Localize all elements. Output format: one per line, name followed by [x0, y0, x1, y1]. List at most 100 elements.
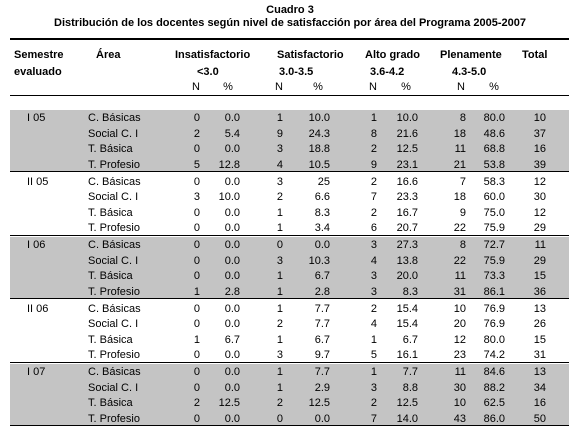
cell: 1 [370, 366, 377, 378]
cell: 1 [193, 333, 200, 346]
subheader: % [401, 81, 411, 93]
header: 3.0-3.5 [279, 66, 314, 78]
cell: 3 [276, 349, 283, 361]
cell: 53.8 [483, 158, 505, 171]
cell: 10 [453, 302, 466, 315]
cell: 0.0 [224, 143, 240, 155]
cell: 2 [370, 143, 377, 155]
cell: T. Profesio [88, 412, 140, 425]
cell: 7 [370, 412, 377, 425]
cell: 62.5 [483, 397, 505, 409]
header: Total [522, 49, 548, 61]
cell: Social C. I [88, 191, 139, 203]
cell: T. Profesio [88, 222, 140, 234]
cell: 3 [370, 285, 377, 298]
cell: 18 [453, 191, 466, 203]
subheader: % [489, 81, 499, 93]
cell: Social C. I [88, 318, 139, 330]
cell: 2.9 [314, 381, 330, 394]
cell: 60.0 [483, 191, 505, 203]
header: Insatisfactorio [175, 49, 251, 61]
cell: 24.3 [308, 127, 330, 140]
table-subtitle: Distribución de los docentes según nivel… [54, 17, 526, 29]
cell: 0.0 [224, 222, 240, 234]
subheader: N [275, 81, 283, 93]
cell: 2.8 [224, 285, 240, 298]
cell: 12.5 [218, 397, 240, 409]
cell: 7.7 [314, 318, 330, 330]
cell: 0 [193, 366, 200, 378]
subheader: N [457, 81, 465, 93]
semester: II 05 [27, 175, 49, 188]
cell: 3 [276, 175, 283, 188]
cell: 10.0 [308, 112, 330, 124]
cell: 21 [453, 158, 466, 171]
cell: 15.4 [396, 318, 418, 330]
cell: 36 [533, 285, 546, 298]
cell: 27.3 [396, 239, 418, 251]
cell: 13.8 [396, 254, 418, 267]
cell: 75.9 [483, 254, 505, 267]
cell: 3 [193, 191, 200, 203]
cell: 5 [370, 349, 377, 361]
group-rule [10, 171, 569, 172]
cell: 12 [533, 175, 546, 188]
cell: 23.3 [396, 191, 418, 203]
cell: 31 [533, 349, 546, 361]
cell: 3 [370, 381, 377, 394]
cell: 13 [533, 302, 546, 315]
header: Satisfactorio [277, 49, 344, 61]
cell: 1 [276, 285, 283, 298]
cell: 68.8 [483, 143, 505, 155]
cell: 20.7 [396, 222, 418, 234]
cell: 10.3 [308, 254, 330, 267]
cell: 12 [533, 206, 546, 219]
cell: 15.4 [396, 302, 418, 315]
cell: 2 [276, 318, 283, 330]
header: 4.3-5.0 [452, 66, 487, 78]
header: 3.6-4.2 [370, 66, 405, 78]
cell: 0 [193, 270, 200, 282]
cell: 3 [370, 239, 377, 251]
cell: 0.0 [314, 239, 330, 251]
cell: 16 [533, 143, 546, 155]
cell: 4 [370, 254, 377, 267]
cell: C. Básicas [88, 112, 141, 124]
cell: 0 [193, 143, 200, 155]
cell: 7 [370, 191, 377, 203]
cell: 73.3 [483, 270, 505, 282]
cell: 39 [533, 158, 546, 171]
cell: 6 [370, 222, 377, 234]
cell: 75.9 [483, 222, 505, 234]
cell: 7.7 [314, 366, 330, 378]
cell: 4 [276, 158, 283, 171]
cell: 0 [193, 222, 200, 234]
cell: 0.0 [224, 254, 240, 267]
cell: T. Básica [88, 333, 133, 346]
cell: 0.0 [224, 349, 240, 361]
cell: 11 [454, 366, 466, 378]
cell: 23 [453, 349, 466, 361]
cell: 76.9 [483, 318, 505, 330]
semester: I 06 [27, 239, 46, 251]
cell: 0.0 [224, 318, 240, 330]
cell: 3.4 [314, 222, 330, 234]
cell: 0 [193, 302, 200, 315]
cell: C. Básicas [88, 175, 141, 188]
cell: 2 [276, 191, 283, 203]
cell: 0 [193, 349, 200, 361]
cell: 0.0 [314, 412, 330, 425]
cell: 86.0 [483, 412, 505, 425]
cell: 1 [370, 333, 377, 346]
cell: 0.0 [224, 206, 240, 219]
cell: T. Profesio [88, 349, 140, 361]
cell: 21.6 [396, 127, 418, 140]
cell: 75.0 [483, 206, 505, 219]
cell: 88.2 [483, 381, 505, 394]
header: <3.0 [197, 66, 219, 78]
cell: 26 [533, 318, 546, 330]
cell: 0.0 [224, 175, 240, 188]
cell: 30 [453, 381, 466, 394]
cell: 6.6 [314, 191, 330, 203]
cell: 1 [276, 270, 283, 282]
